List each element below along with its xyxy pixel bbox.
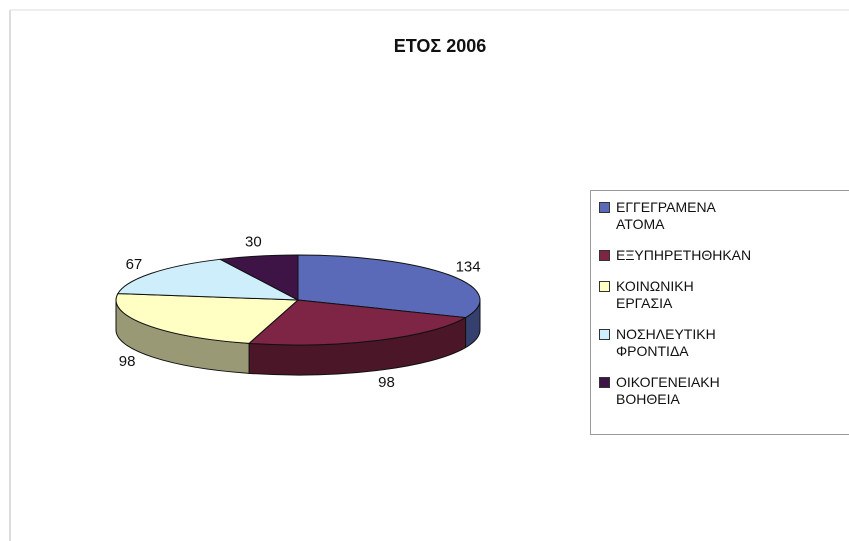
legend-label: ΝΟΣΗΛΕΥΤΙΚΗ ΦΡΟΝΤΙΔΑ: [616, 326, 716, 359]
pie-slice: [297, 254, 481, 319]
legend-item: ΟΙΚΟΓΕΝΕΙΑΚΗ ΒΟΗΘΕΙΑ: [599, 374, 849, 408]
pie-slice: [247, 299, 468, 346]
legend-item: ΚΟΙΝΩΝΙΚΗ ΕΡΓΑΣΙΑ: [599, 278, 849, 312]
pie-slice: [115, 293, 300, 344]
chart-title: ΕΤΟΣ 2006: [394, 36, 487, 56]
legend-swatch: [599, 281, 610, 292]
data-label: 134: [456, 258, 481, 275]
data-label: 67: [126, 256, 143, 273]
legend-label: ΟΙΚΟΓΕΝΕΙΑΚΗ ΒΟΗΘΕΙΑ: [616, 374, 720, 407]
legend-swatch: [599, 377, 610, 388]
data-label: 98: [119, 353, 136, 370]
legend-label: ΕΞΥΠΗΡΕΤΗΘΗΚΑΝ: [616, 247, 752, 263]
legend-label: ΚΟΙΝΩΝΙΚΗ ΕΡΓΑΣΙΑ: [616, 278, 694, 311]
legend-item: ΝΟΣΗΛΕΥΤΙΚΗ ΦΡΟΝΤΙΔΑ: [599, 326, 849, 360]
legend-swatch: [599, 202, 610, 213]
legend-swatch: [599, 250, 610, 261]
legend-item: ΕΞΥΠΗΡΕΤΗΘΗΚΑΝ: [599, 247, 849, 264]
legend: ΕΓΓΕΓΡΑΜΕΝΑ ΑΤΟΜΑ ΕΞΥΠΗΡΕΤΗΘΗΚΑΝ ΚΟΙΝΩΝΙΚΗ…: [590, 190, 849, 435]
pie-slice: [218, 254, 299, 301]
data-label: 30: [245, 233, 262, 250]
data-label: 98: [378, 374, 395, 391]
legend-label: ΕΓΓΕΓΡΑΜΕΝΑ ΑΤΟΜΑ: [616, 199, 716, 232]
legend-item: ΕΓΓΕΓΡΑΜΕΝΑ ΑΤΟΜΑ: [599, 199, 849, 233]
legend-swatch: [599, 329, 610, 340]
pie-slice: [117, 258, 299, 301]
